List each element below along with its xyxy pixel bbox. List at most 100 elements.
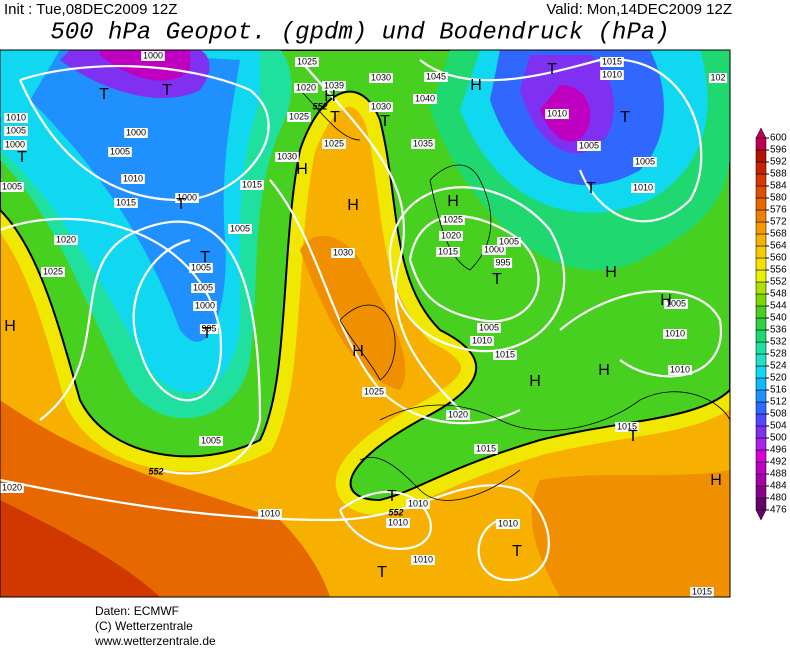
label-bg	[411, 139, 435, 149]
label-bg	[496, 519, 520, 529]
label-bg	[199, 436, 223, 446]
colorbar-band	[755, 461, 767, 475]
label-bg	[690, 587, 714, 597]
colorbar-band	[755, 185, 767, 199]
label-bg	[369, 102, 393, 112]
contour-label: 552	[388, 507, 403, 517]
init-time: Init : Tue,08DEC2009 12Z	[4, 1, 177, 18]
pressure-center: T	[387, 488, 397, 505]
pressure-center: T	[330, 109, 340, 126]
label-bg	[369, 73, 393, 83]
label-bg	[633, 157, 657, 167]
isobar-label: 1030	[333, 247, 353, 257]
label-bg	[0, 182, 24, 192]
isobar-label: 1015	[438, 246, 458, 256]
pressure-center: H	[296, 161, 308, 178]
colorbar-band	[755, 293, 767, 307]
isobar-label: 1015	[242, 179, 262, 189]
pressure-center: H	[605, 264, 617, 281]
colorbar-tick-label: 528	[770, 349, 787, 360]
footer-line: (C) Wetterzentrale	[95, 619, 193, 633]
isobar-label: 1000	[195, 300, 215, 310]
label-bg	[228, 224, 252, 234]
colorbar-band	[755, 233, 767, 247]
label-bg	[615, 422, 639, 432]
label-bg	[108, 147, 132, 157]
colorbar-tick-label: 516	[770, 385, 787, 396]
pressure-center: H	[4, 318, 16, 335]
pressure-center: H	[598, 362, 610, 379]
isobar-label: 1010	[633, 182, 653, 192]
label-bg	[189, 263, 213, 273]
label-bg	[386, 518, 410, 528]
colorbar-tick-label: 496	[770, 445, 787, 456]
label-bg	[424, 72, 448, 82]
isobar-label: 1010	[665, 328, 685, 338]
valid-time: Valid: Mon,14DEC2009 12Z	[546, 1, 732, 18]
isobar-label: 1010	[6, 112, 26, 122]
isobar-label: 1005	[579, 140, 599, 150]
label-bg	[406, 499, 430, 509]
isobar-label: 1015	[476, 443, 496, 453]
label-bg	[124, 128, 148, 138]
pressure-center: H	[447, 193, 459, 210]
colorbar-tick-label: 484	[770, 481, 787, 492]
isobar-label: 1005	[193, 282, 213, 292]
isobar-label: 1025	[324, 138, 344, 148]
colorbar-band	[755, 317, 767, 331]
colorbar-band	[755, 149, 767, 163]
colorbar-tick-label: 480	[770, 493, 787, 504]
isobar-label: 1000	[484, 244, 504, 254]
colorbar-tick-label: 532	[770, 337, 787, 348]
map-frame	[0, 49, 731, 598]
label-bg	[258, 509, 282, 519]
colorbar-tick-label: 552	[770, 277, 787, 288]
pressure-center: T	[380, 113, 390, 130]
isobar-label: 1015	[116, 197, 136, 207]
colorbar-band	[755, 257, 767, 271]
colorbar-tick-label: 588	[770, 169, 787, 180]
colorbar-end	[755, 127, 767, 139]
colorbar-tick-label: 536	[770, 325, 787, 336]
colorbar-band	[755, 425, 767, 439]
pressure-center: H	[352, 343, 364, 360]
pressure-center: T	[17, 149, 27, 166]
pressure-center: H	[347, 197, 359, 214]
isobar-label: 1005	[2, 181, 22, 191]
colorbar-band	[755, 173, 767, 187]
isobar-label: 1045	[426, 71, 446, 81]
colorbar-tick-label: 560	[770, 253, 787, 264]
isobar-label: 1010	[413, 554, 433, 564]
contour-label: 552	[312, 101, 327, 111]
isobar-label: 1005	[479, 322, 499, 332]
isobar-label: 1010	[498, 518, 518, 528]
isobar-label: 102	[710, 72, 725, 82]
label-bg	[411, 555, 435, 565]
footer-line: Daten: ECMWF	[95, 604, 179, 618]
isobar-label: 1015	[617, 421, 637, 431]
colorbar-band	[755, 449, 767, 463]
isobar-label: 1025	[364, 386, 384, 396]
isobar-label: 1010	[408, 498, 428, 508]
colorbar-tick-label: 492	[770, 457, 787, 468]
label-bg	[191, 283, 215, 293]
pressure-center: T	[202, 325, 212, 342]
pressure-center: T	[99, 86, 109, 103]
isobar-label: 1005	[201, 435, 221, 445]
colorbar-tick-label: 576	[770, 205, 787, 216]
pressure-center: H	[529, 373, 541, 390]
label-bg	[295, 57, 319, 67]
colorbar-band	[755, 389, 767, 403]
pressure-center: H	[324, 88, 336, 105]
colorbar-band	[755, 497, 767, 511]
label-bg	[577, 141, 601, 151]
isobar-label: 1015	[602, 56, 622, 66]
isobar-label: 1005	[110, 146, 130, 156]
colorbar-tick-label: 592	[770, 157, 787, 168]
colorbar-tick-label: 512	[770, 397, 787, 408]
label-bg	[708, 73, 728, 83]
colorbar-tick-label: 596	[770, 145, 787, 156]
label-bg	[668, 365, 692, 375]
isobar-label: 1010	[547, 108, 567, 118]
